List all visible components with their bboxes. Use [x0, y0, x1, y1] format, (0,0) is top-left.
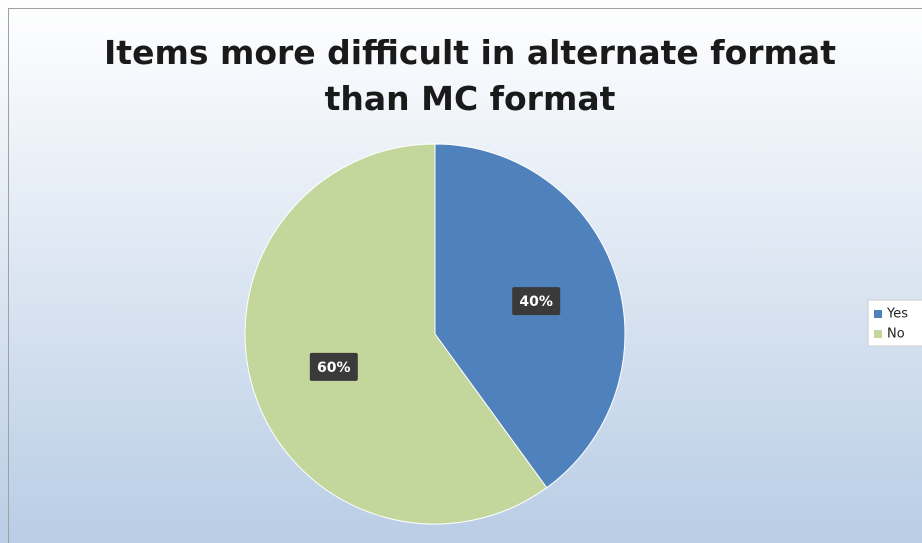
data-label-box	[309, 352, 358, 381]
legend-box	[867, 299, 922, 347]
data-label-box	[512, 287, 561, 316]
legend-swatch	[874, 330, 882, 338]
legend-label: No	[887, 327, 905, 342]
pie-slice	[434, 143, 626, 489]
data-label: 40%	[519, 294, 553, 310]
chart-border	[8, 8, 922, 543]
legend-label: Yes	[886, 307, 908, 322]
legend-swatch	[874, 310, 882, 318]
pie-slice	[244, 143, 548, 525]
chart-title: Items more difficult in alternate format…	[104, 33, 836, 118]
data-label: 60%	[317, 360, 351, 376]
